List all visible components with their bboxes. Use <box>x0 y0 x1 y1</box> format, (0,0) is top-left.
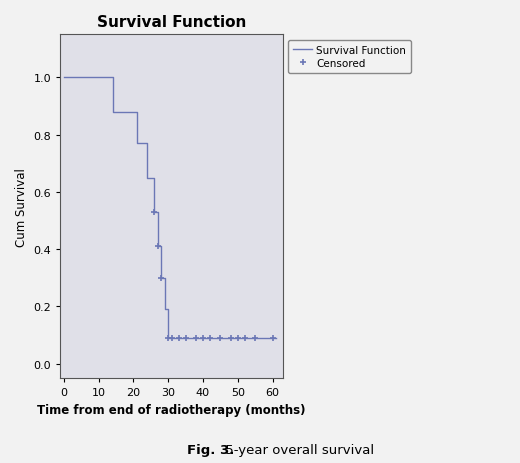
Censored <box>228 335 234 341</box>
Survival Function <box>158 275 164 281</box>
Censored <box>158 275 164 281</box>
Survival Function <box>154 210 161 215</box>
Survival Function <box>144 175 150 181</box>
Text: 5-year overall survival: 5-year overall survival <box>221 443 374 456</box>
Censored <box>193 335 199 341</box>
Survival Function <box>134 110 140 115</box>
Censored <box>165 335 171 341</box>
Survival Function <box>154 244 161 250</box>
Title: Survival Function: Survival Function <box>97 15 246 30</box>
Censored <box>200 335 206 341</box>
Line: Censored: Censored <box>151 209 276 342</box>
Survival Function <box>162 307 168 313</box>
Censored <box>168 335 175 341</box>
Survival Function <box>134 141 140 147</box>
Survival Function <box>92 75 98 81</box>
Censored <box>235 335 241 341</box>
Survival Function <box>165 307 171 313</box>
Survival Function <box>273 335 279 341</box>
Legend: Survival Function, Censored: Survival Function, Censored <box>288 40 411 74</box>
Survival Function <box>158 244 164 250</box>
Survival Function <box>61 75 67 81</box>
Survival Function <box>144 141 150 147</box>
Survival Function <box>109 110 115 115</box>
Survival Function <box>151 175 158 181</box>
Censored <box>217 335 224 341</box>
Censored <box>269 335 276 341</box>
Survival Function <box>151 210 158 215</box>
Censored <box>151 210 158 215</box>
Survival Function <box>165 335 171 341</box>
Survival Function <box>273 335 279 341</box>
X-axis label: Time from end of radiotherapy (months): Time from end of radiotherapy (months) <box>37 403 306 416</box>
Censored <box>183 335 189 341</box>
Survival Function <box>162 275 168 281</box>
Censored <box>242 335 248 341</box>
Censored <box>175 335 181 341</box>
Survival Function <box>109 75 115 81</box>
Text: Fig. 3.: Fig. 3. <box>187 443 235 456</box>
Survival Function <box>92 75 98 81</box>
Censored <box>252 335 258 341</box>
Censored <box>207 335 213 341</box>
Y-axis label: Cum Survival: Cum Survival <box>15 167 28 246</box>
Censored <box>154 244 161 250</box>
Line: Survival Function: Survival Function <box>64 78 276 338</box>
